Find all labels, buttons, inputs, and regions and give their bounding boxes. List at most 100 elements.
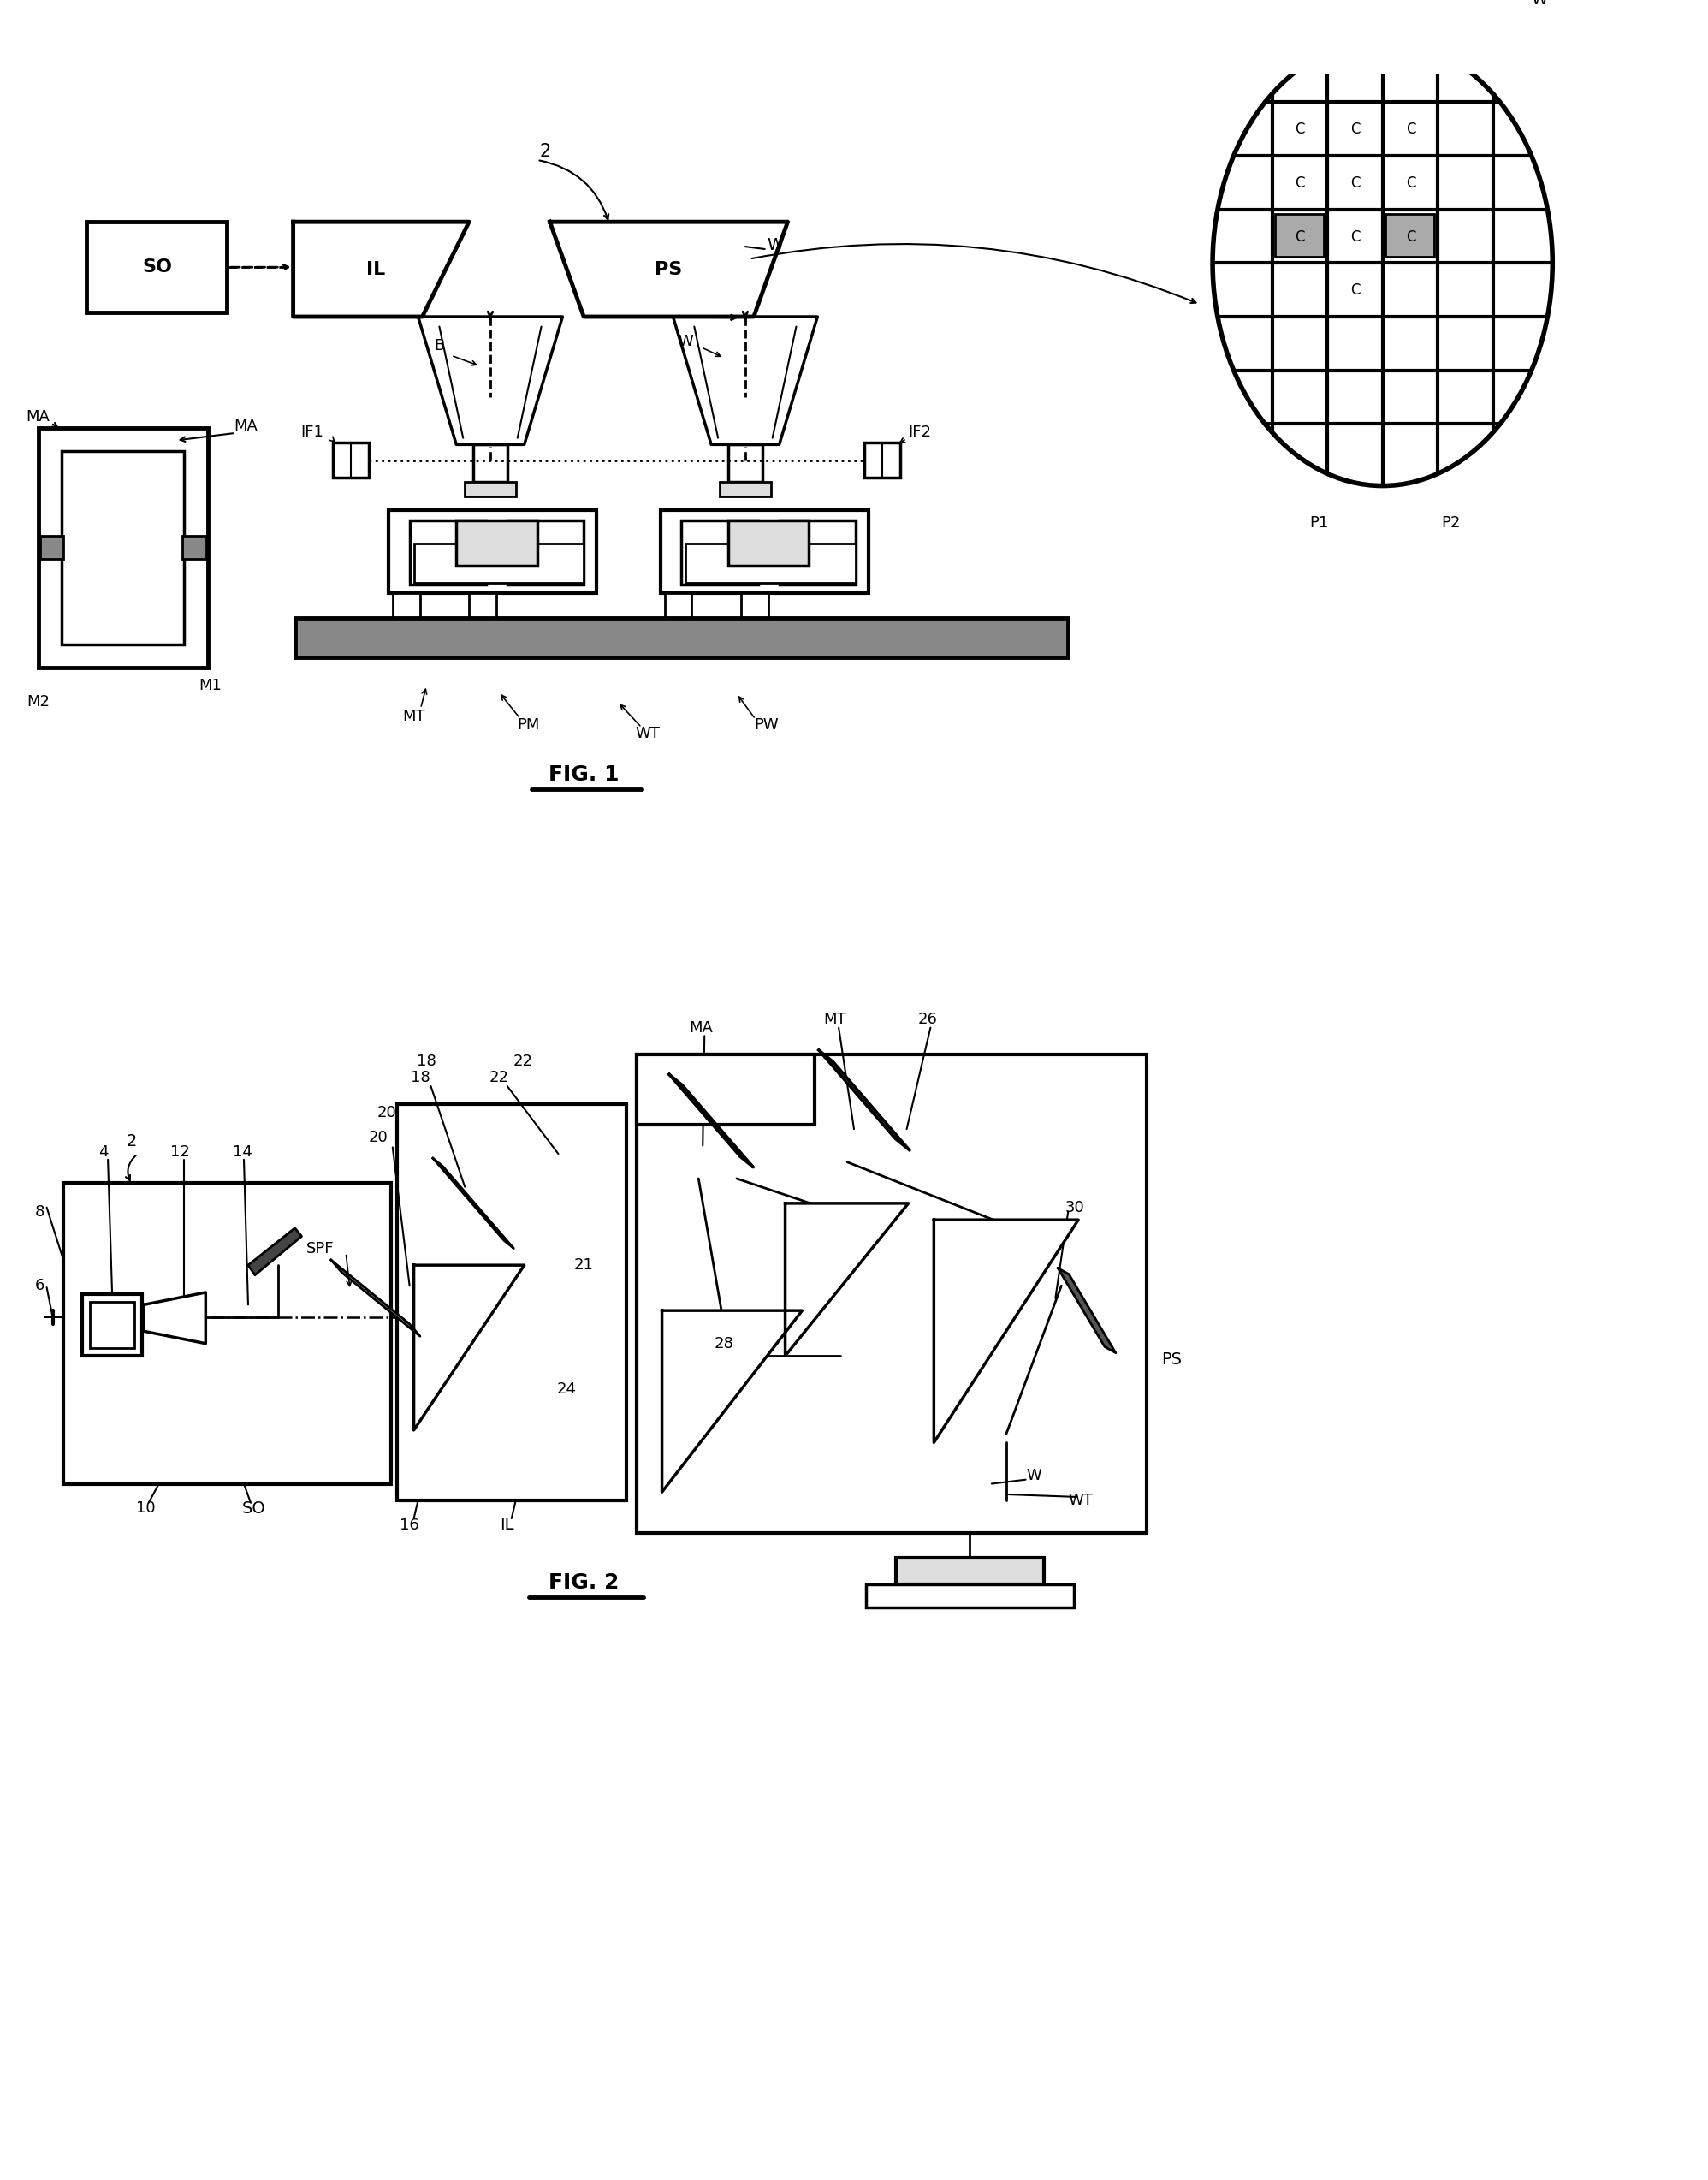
Text: C: C (1295, 229, 1305, 244)
Text: C: C (1295, 174, 1305, 192)
Bar (895, 1559, 1044, 1585)
Text: 8: 8 (34, 1203, 44, 1219)
Text: IF1: IF1 (301, 425, 323, 440)
Text: 10: 10 (137, 1500, 155, 1515)
Bar (664, 593, 692, 617)
Text: P1: P1 (1310, 514, 1329, 530)
Bar (465, 482, 516, 497)
Polygon shape (934, 1221, 1078, 1443)
Text: 20: 20 (377, 1105, 396, 1121)
Text: 14: 14 (232, 1144, 253, 1160)
Bar (396, 1105, 627, 1500)
Text: C: C (1351, 229, 1360, 244)
Bar (87, 222, 227, 312)
Text: 16: 16 (400, 1517, 418, 1533)
Text: W: W (678, 334, 693, 349)
Text: PM: PM (518, 717, 540, 732)
Polygon shape (786, 1203, 909, 1356)
Bar (637, 1055, 815, 1125)
Text: PS: PS (654, 262, 683, 279)
Text: 18: 18 (417, 1053, 436, 1068)
Bar (333, 443, 369, 477)
Text: 2: 2 (540, 144, 552, 161)
Text: FIG. 1: FIG. 1 (548, 765, 618, 785)
Text: IL: IL (500, 1517, 514, 1533)
Text: 26: 26 (919, 1012, 938, 1027)
Polygon shape (143, 1293, 205, 1343)
Text: C: C (1406, 229, 1416, 244)
Bar (719, 482, 770, 497)
Bar (183, 536, 207, 560)
Text: 30: 30 (1066, 1199, 1085, 1214)
Bar (681, 521, 758, 584)
Text: C: C (1406, 174, 1416, 192)
Polygon shape (418, 316, 562, 445)
Polygon shape (550, 222, 787, 316)
Text: C: C (1351, 122, 1360, 137)
Polygon shape (294, 222, 470, 316)
Text: W: W (1027, 1467, 1042, 1482)
Bar (82, 1295, 142, 1356)
Polygon shape (432, 1158, 514, 1249)
Text: 28: 28 (714, 1336, 734, 1352)
Text: C: C (1351, 283, 1360, 299)
Bar (456, 521, 536, 567)
Bar (39, 536, 63, 560)
Text: FIG. 2: FIG. 2 (548, 1572, 618, 1594)
Bar (741, 593, 769, 617)
Polygon shape (248, 1227, 302, 1275)
Bar (413, 543, 584, 582)
Text: W: W (1532, 0, 1547, 7)
Text: MT: MT (403, 708, 425, 724)
Text: M1: M1 (198, 678, 222, 693)
Text: MA: MA (234, 419, 258, 434)
Text: W: W (767, 238, 784, 253)
Text: 4: 4 (99, 1144, 109, 1160)
Text: C: C (1351, 174, 1360, 192)
Bar (685, 543, 856, 582)
Bar (61, 451, 184, 643)
Text: P2: P2 (1442, 514, 1460, 530)
Polygon shape (663, 1310, 803, 1491)
Text: PW: PW (755, 717, 779, 732)
Bar (866, 1585, 1074, 1607)
Polygon shape (1057, 1269, 1115, 1354)
Polygon shape (673, 316, 818, 445)
Bar (295, 617, 1068, 658)
Text: 2: 2 (126, 1134, 137, 1149)
Polygon shape (670, 1075, 753, 1166)
Text: SPF: SPF (306, 1240, 335, 1256)
Text: M2: M2 (27, 693, 50, 709)
Text: MT: MT (823, 1012, 845, 1027)
Text: C: C (1406, 122, 1416, 137)
Bar (728, 521, 810, 567)
Polygon shape (331, 1260, 420, 1336)
Text: 24: 24 (557, 1382, 577, 1397)
Text: IL: IL (366, 262, 384, 279)
Text: MA: MA (26, 410, 50, 425)
Text: PS: PS (1161, 1352, 1182, 1369)
Bar (38, 427, 208, 667)
Bar (63, 1184, 391, 1485)
Text: IF2: IF2 (909, 425, 931, 440)
Bar (864, 443, 900, 477)
Text: 18: 18 (412, 1070, 430, 1086)
Text: WT: WT (1069, 1493, 1093, 1509)
Text: MA: MA (688, 1020, 712, 1036)
Text: 12: 12 (171, 1144, 190, 1160)
Text: SO: SO (243, 1500, 266, 1517)
Text: WT: WT (635, 726, 659, 741)
Text: 6: 6 (34, 1277, 44, 1293)
Bar (507, 521, 584, 584)
Text: 20: 20 (369, 1129, 388, 1144)
Bar (388, 510, 596, 593)
Text: C: C (1295, 122, 1305, 137)
Text: 22: 22 (512, 1053, 533, 1068)
Ellipse shape (1213, 41, 1553, 486)
Bar (637, 1055, 1146, 1533)
Bar (470, 593, 497, 617)
Bar (410, 521, 487, 584)
Bar (473, 445, 507, 482)
Text: 22: 22 (488, 1070, 509, 1086)
Bar (91, 1301, 135, 1349)
